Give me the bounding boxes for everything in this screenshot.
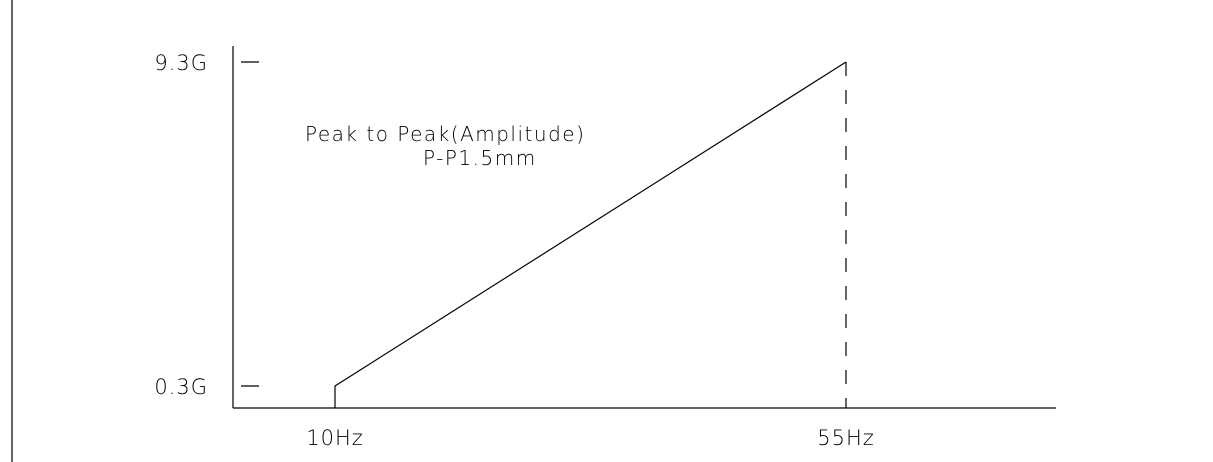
y-tick-label: 9.3G bbox=[154, 51, 208, 75]
series-line bbox=[334, 61, 847, 408]
x-ticks: 10Hz 55Hz bbox=[306, 426, 875, 450]
annotation-line-1: Peak to Peak(Amplitude) bbox=[305, 122, 585, 146]
plot-area: 0.3G 9.3G 10Hz 55Hz Peak to Peak(Amplitude… bbox=[154, 46, 1056, 450]
y-ticks: 0.3G 9.3G bbox=[154, 51, 259, 399]
x-tick-label: 55Hz bbox=[817, 426, 875, 450]
y-tick-label: 0.3G bbox=[154, 375, 208, 399]
x-tick-label: 10Hz bbox=[306, 426, 364, 450]
series-layer bbox=[334, 61, 847, 408]
annotation: Peak to Peak(Amplitude)P-P1.5mm bbox=[305, 122, 585, 170]
annotation-line-2: P-P1.5mm bbox=[423, 146, 537, 170]
